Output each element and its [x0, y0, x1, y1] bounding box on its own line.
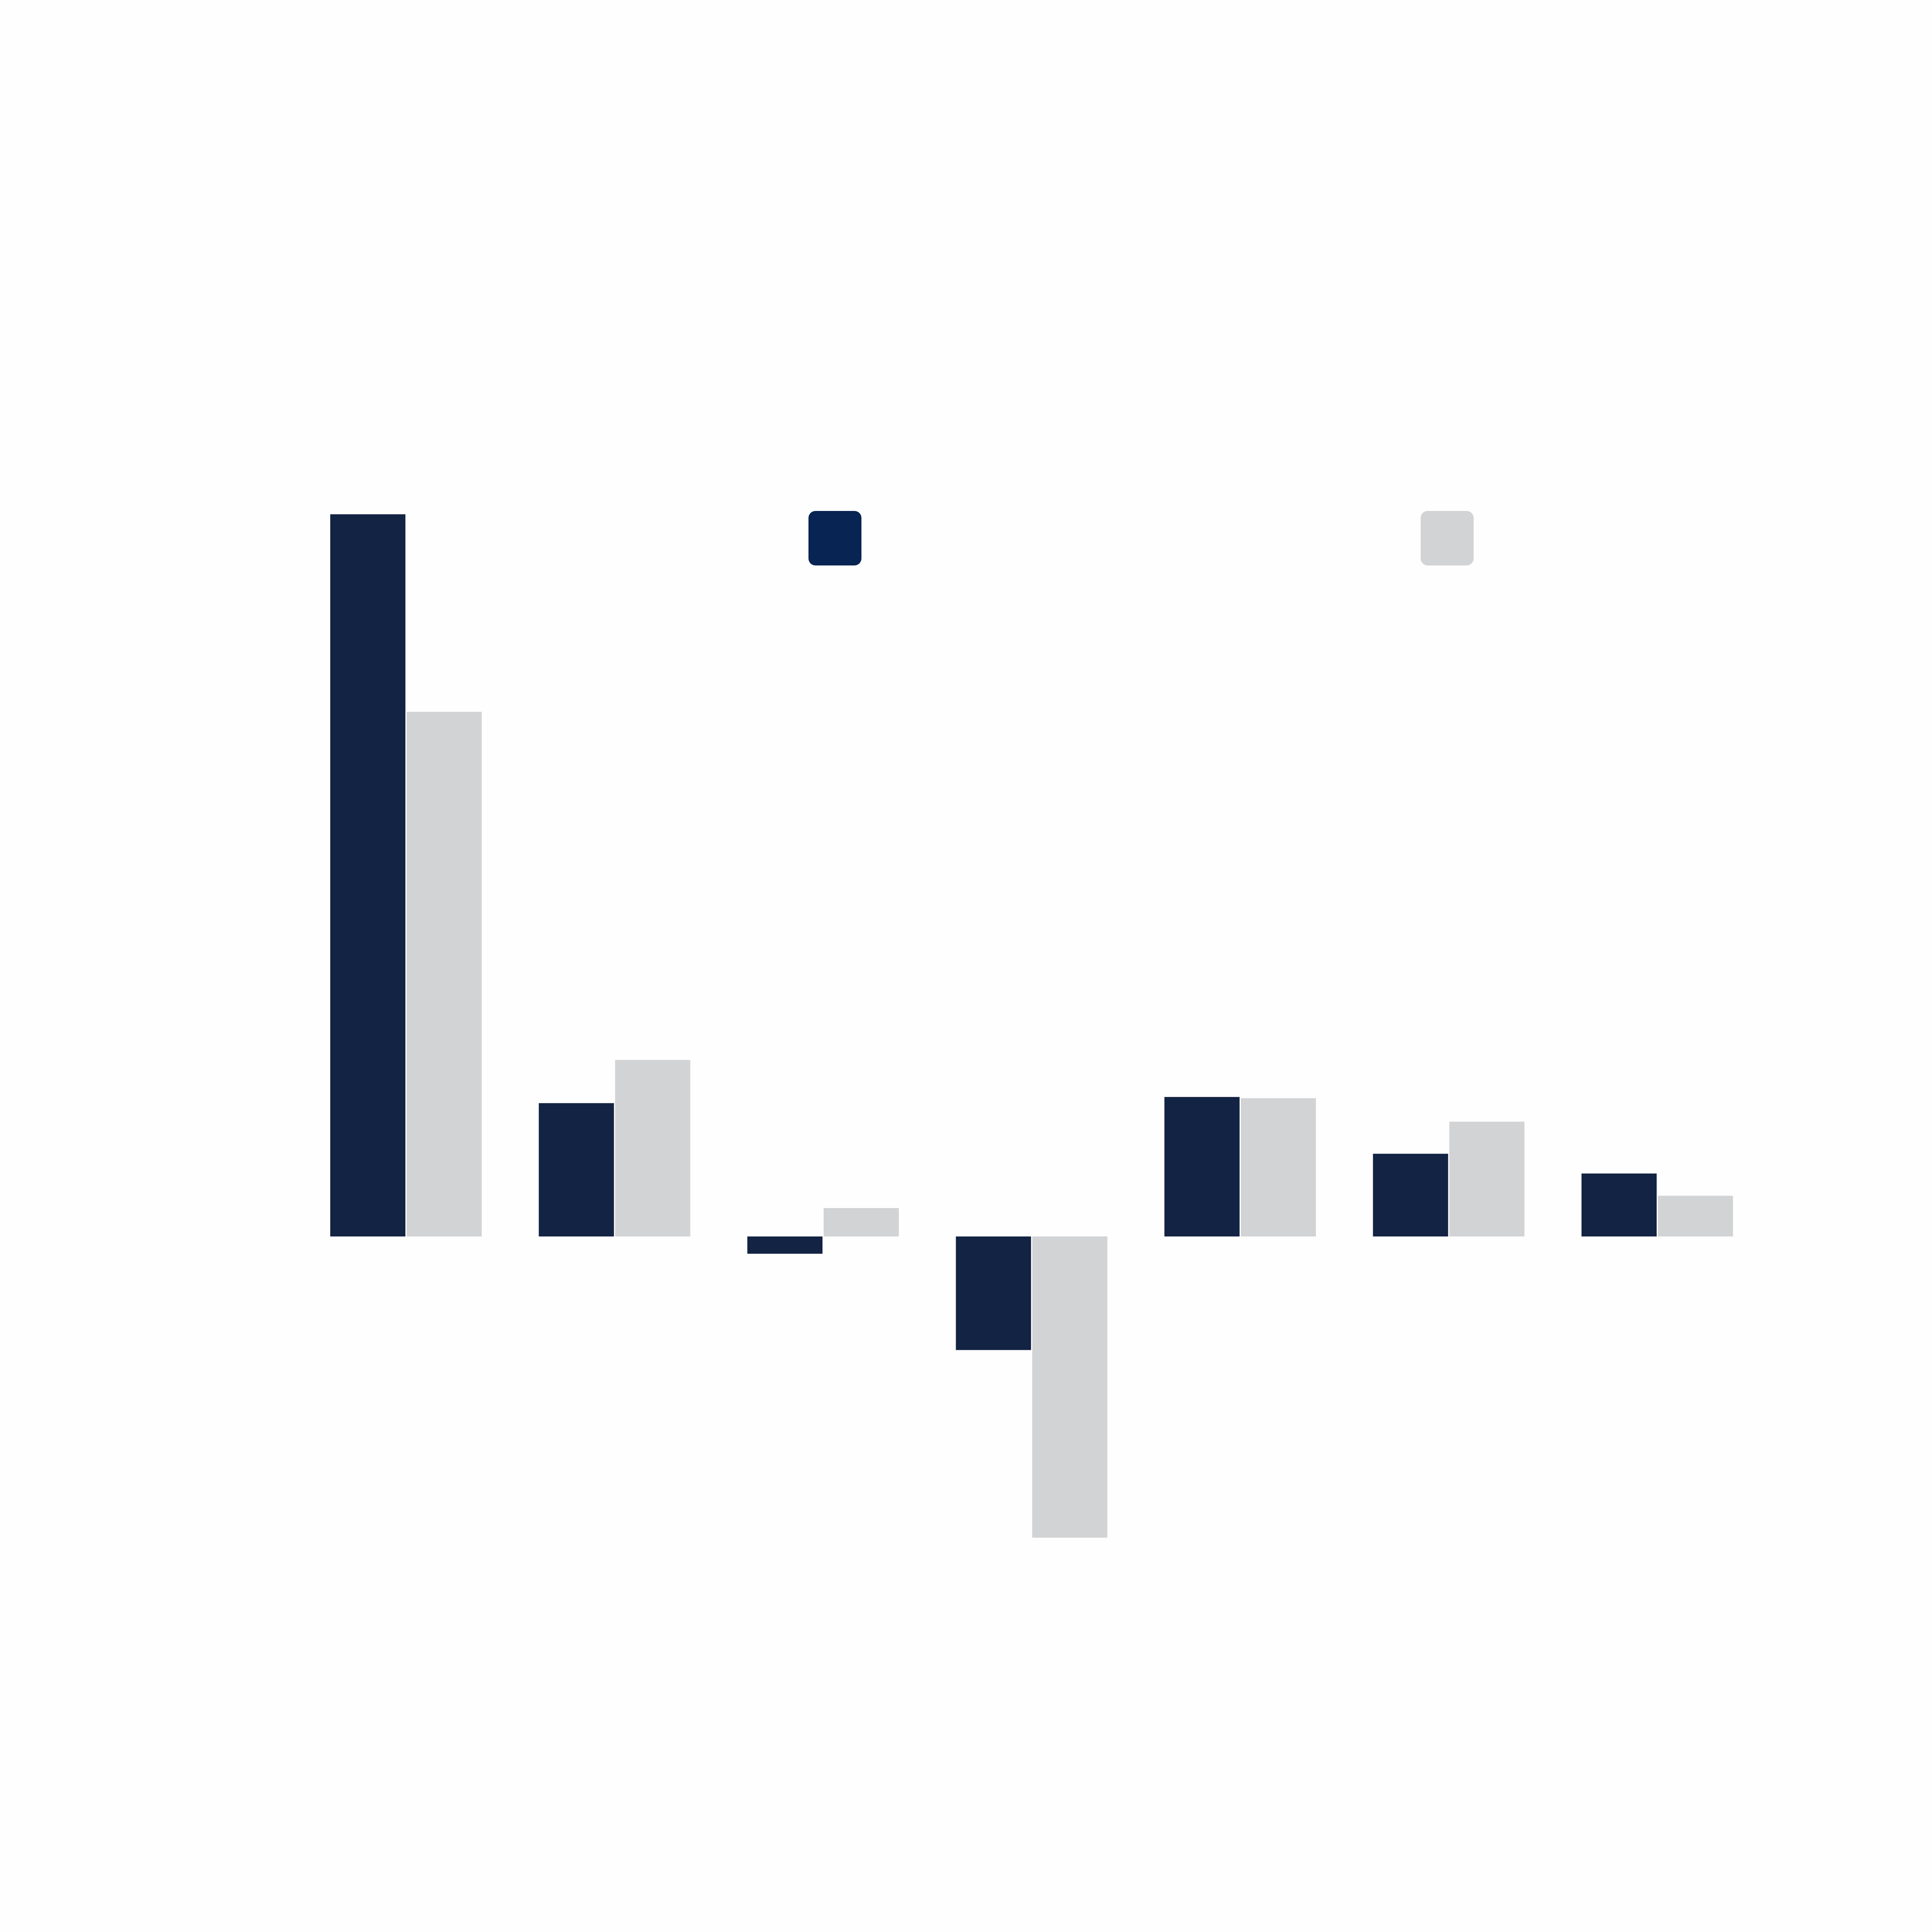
bar-series2-cat4 — [1032, 1236, 1108, 1538]
bar-series1-cat6 — [1373, 1154, 1448, 1236]
bar-series1-cat1 — [330, 514, 405, 1236]
legend — [808, 511, 1474, 565]
bar-series2-cat5 — [1241, 1098, 1316, 1236]
bar-series2-cat2 — [615, 1060, 690, 1236]
bar-series1-cat2 — [539, 1103, 614, 1236]
legend-swatch-series1 — [808, 511, 861, 565]
bar-series2-cat1 — [407, 712, 482, 1236]
legend-swatch-series2 — [1421, 511, 1474, 565]
bar-series2-cat6 — [1449, 1122, 1525, 1236]
bar-series2-cat3 — [824, 1208, 899, 1236]
bars-group — [330, 514, 1733, 1538]
bar-series1-cat4 — [956, 1236, 1031, 1350]
bar-series1-cat3 — [747, 1236, 822, 1254]
bar-series2-cat7 — [1658, 1196, 1733, 1236]
bar-series1-cat7 — [1582, 1173, 1657, 1236]
bar-series1-cat5 — [1164, 1097, 1240, 1236]
